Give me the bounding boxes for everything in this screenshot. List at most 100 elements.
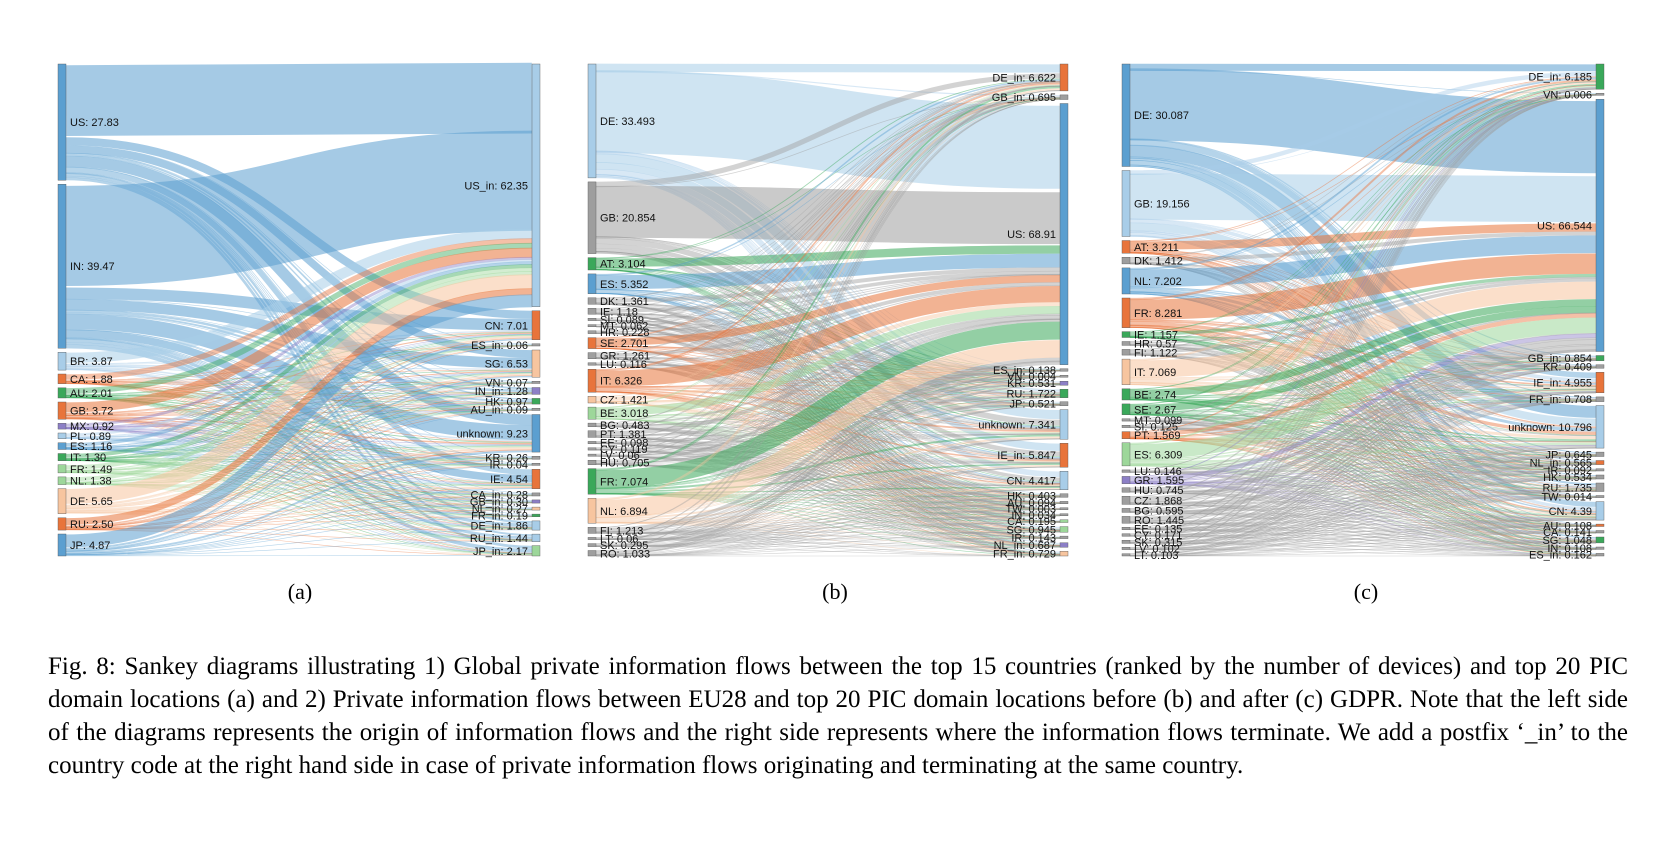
flow-link bbox=[65, 382, 533, 503]
flow-link bbox=[1129, 420, 1597, 491]
flow-link bbox=[1129, 549, 1597, 557]
flow-link bbox=[65, 383, 533, 554]
flow-link bbox=[595, 391, 1061, 504]
flow-link bbox=[595, 426, 1061, 504]
flow-link bbox=[1129, 85, 1597, 426]
flow-link bbox=[595, 418, 1061, 539]
flow-link bbox=[1129, 491, 1597, 543]
source-label-at: AT: 3.211 bbox=[1134, 242, 1179, 254]
flow-link bbox=[595, 326, 1061, 460]
flow-link bbox=[1129, 427, 1597, 498]
flow-link bbox=[1129, 251, 1597, 455]
flow-link bbox=[595, 384, 1061, 547]
flow-link bbox=[1129, 471, 1597, 492]
flow-link bbox=[1129, 463, 1597, 472]
target-label-au: AU: 0.094 bbox=[1007, 498, 1056, 510]
flow-link bbox=[595, 489, 1061, 547]
flow-link bbox=[1129, 491, 1597, 524]
flow-link bbox=[1129, 519, 1597, 544]
flow-link bbox=[595, 251, 1061, 530]
flow-link bbox=[595, 503, 1061, 557]
flow-link bbox=[595, 515, 1061, 540]
flow-link bbox=[1129, 446, 1597, 513]
flow-link bbox=[595, 320, 1061, 516]
flow-link bbox=[595, 489, 1061, 540]
flow-link bbox=[595, 376, 1061, 518]
flow-link bbox=[65, 438, 533, 555]
flow-link bbox=[1129, 337, 1597, 491]
source-node-sk bbox=[1121, 540, 1131, 544]
target-node-tw bbox=[1595, 495, 1605, 498]
source-label-dk: DK: 1.412 bbox=[1134, 256, 1183, 268]
flow-link bbox=[1129, 345, 1597, 522]
flow-link bbox=[65, 152, 533, 382]
flow-link bbox=[595, 292, 1061, 483]
flow-link bbox=[65, 460, 533, 555]
target-label-cn: CN: 4.417 bbox=[1006, 476, 1056, 488]
flow-link bbox=[65, 267, 533, 470]
flow-link bbox=[1129, 455, 1597, 465]
flow-link bbox=[1129, 317, 1597, 460]
flow-link bbox=[1129, 321, 1597, 435]
flow-link bbox=[1129, 95, 1597, 535]
flow-link bbox=[595, 443, 1061, 539]
flow-link bbox=[595, 443, 1061, 504]
flow-link bbox=[595, 489, 1061, 556]
flow-link bbox=[65, 373, 533, 508]
flow-link bbox=[595, 326, 1061, 371]
flow-link bbox=[1129, 68, 1597, 174]
flow-link bbox=[595, 466, 1061, 547]
source-label-mx: MX: 0.92 bbox=[70, 421, 114, 433]
flow-link bbox=[1129, 276, 1597, 345]
flow-link bbox=[1129, 456, 1597, 544]
flow-link bbox=[595, 497, 1061, 557]
flow-link bbox=[65, 371, 533, 428]
flow-link bbox=[65, 471, 533, 487]
flow-link bbox=[595, 90, 1061, 538]
flow-link bbox=[1129, 482, 1597, 492]
flow-link bbox=[1129, 497, 1597, 557]
flow-link bbox=[1129, 465, 1597, 543]
flow-link bbox=[1129, 526, 1597, 544]
source-node-ru bbox=[57, 517, 67, 531]
flow-link bbox=[1129, 384, 1597, 533]
flow-link bbox=[595, 97, 1061, 259]
target-label-kr: KR: 0.409 bbox=[1543, 362, 1592, 374]
flow-link bbox=[595, 443, 1061, 510]
flow-link bbox=[595, 302, 1061, 429]
target-label-jp: JP: 0.645 bbox=[1546, 449, 1592, 461]
flow-link bbox=[1129, 504, 1597, 534]
flow-link bbox=[1129, 94, 1597, 497]
flow-link bbox=[1129, 325, 1597, 515]
flow-link bbox=[1129, 336, 1597, 498]
flow-link bbox=[1129, 420, 1597, 518]
source-label-jp: JP: 4.87 bbox=[70, 540, 110, 552]
flow-link bbox=[595, 79, 1061, 276]
flow-link bbox=[595, 319, 1061, 456]
flow-link bbox=[1129, 464, 1597, 530]
flow-link bbox=[65, 382, 533, 510]
flow-link bbox=[1129, 464, 1597, 519]
flow-link bbox=[595, 90, 1061, 544]
flow-link bbox=[1129, 391, 1597, 483]
flow-link bbox=[595, 361, 1061, 555]
flow-link bbox=[1129, 456, 1597, 504]
flow-link bbox=[595, 302, 1061, 402]
target-node-sg bbox=[1059, 526, 1069, 533]
flow-link bbox=[595, 417, 1061, 463]
flow-link bbox=[1129, 384, 1597, 542]
flow-link bbox=[595, 436, 1061, 504]
flow-link bbox=[1129, 456, 1597, 513]
target-label-ie_in: IE_in: 5.847 bbox=[997, 450, 1056, 462]
flow-link bbox=[1129, 483, 1597, 498]
flow-link bbox=[1129, 94, 1597, 390]
flow-link bbox=[1129, 332, 1597, 472]
flow-link bbox=[1129, 532, 1597, 557]
flow-link bbox=[1129, 464, 1597, 550]
flow-link bbox=[595, 463, 1061, 493]
flow-link bbox=[65, 394, 533, 552]
flow-link bbox=[595, 312, 1061, 395]
target-label-kr: KR: 0.531 bbox=[1007, 378, 1056, 390]
flow-link bbox=[1129, 465, 1597, 534]
flow-link bbox=[595, 384, 1061, 402]
